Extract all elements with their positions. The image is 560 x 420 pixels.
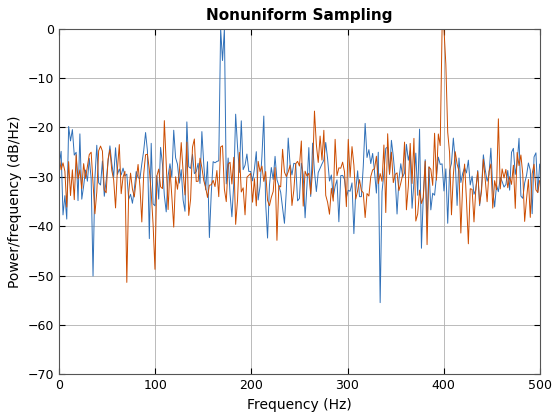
Title: Nonuniform Sampling: Nonuniform Sampling [206, 8, 393, 24]
X-axis label: Frequency (Hz): Frequency (Hz) [247, 398, 352, 412]
Y-axis label: Power/frequency (dB/Hz): Power/frequency (dB/Hz) [8, 115, 22, 288]
